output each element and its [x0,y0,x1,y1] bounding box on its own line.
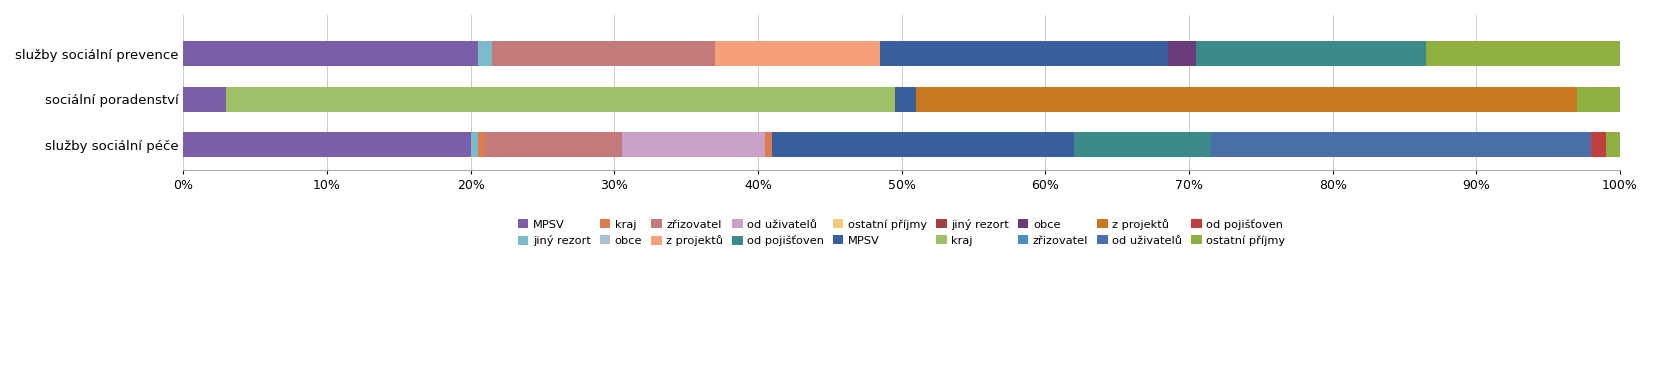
Bar [226,87,894,112]
Bar [1405,132,1592,157]
Bar [765,132,772,157]
Bar [183,41,478,66]
Bar [493,41,716,66]
Bar [183,87,226,112]
Bar [478,41,493,66]
Bar [772,132,1074,157]
Bar [622,132,765,157]
Bar [894,87,916,112]
Bar [1197,41,1427,66]
Bar [879,41,1167,66]
Bar [716,41,879,66]
Bar [471,132,478,157]
Bar [1210,132,1405,157]
Bar [478,132,484,157]
Bar [484,132,622,157]
Bar [1605,132,1620,157]
Bar [183,132,471,157]
Bar [916,87,1577,112]
Bar [1592,132,1605,157]
Legend: MPSV, jiný rezort, kraj, obce, zřizovatel, z projektů, od uživatelů, od pojišťov: MPSV, jiný rezort, kraj, obce, zřizovate… [517,219,1286,246]
Bar [1427,41,1620,66]
Bar [1074,132,1210,157]
Bar [1577,87,1620,112]
Bar [1167,41,1197,66]
